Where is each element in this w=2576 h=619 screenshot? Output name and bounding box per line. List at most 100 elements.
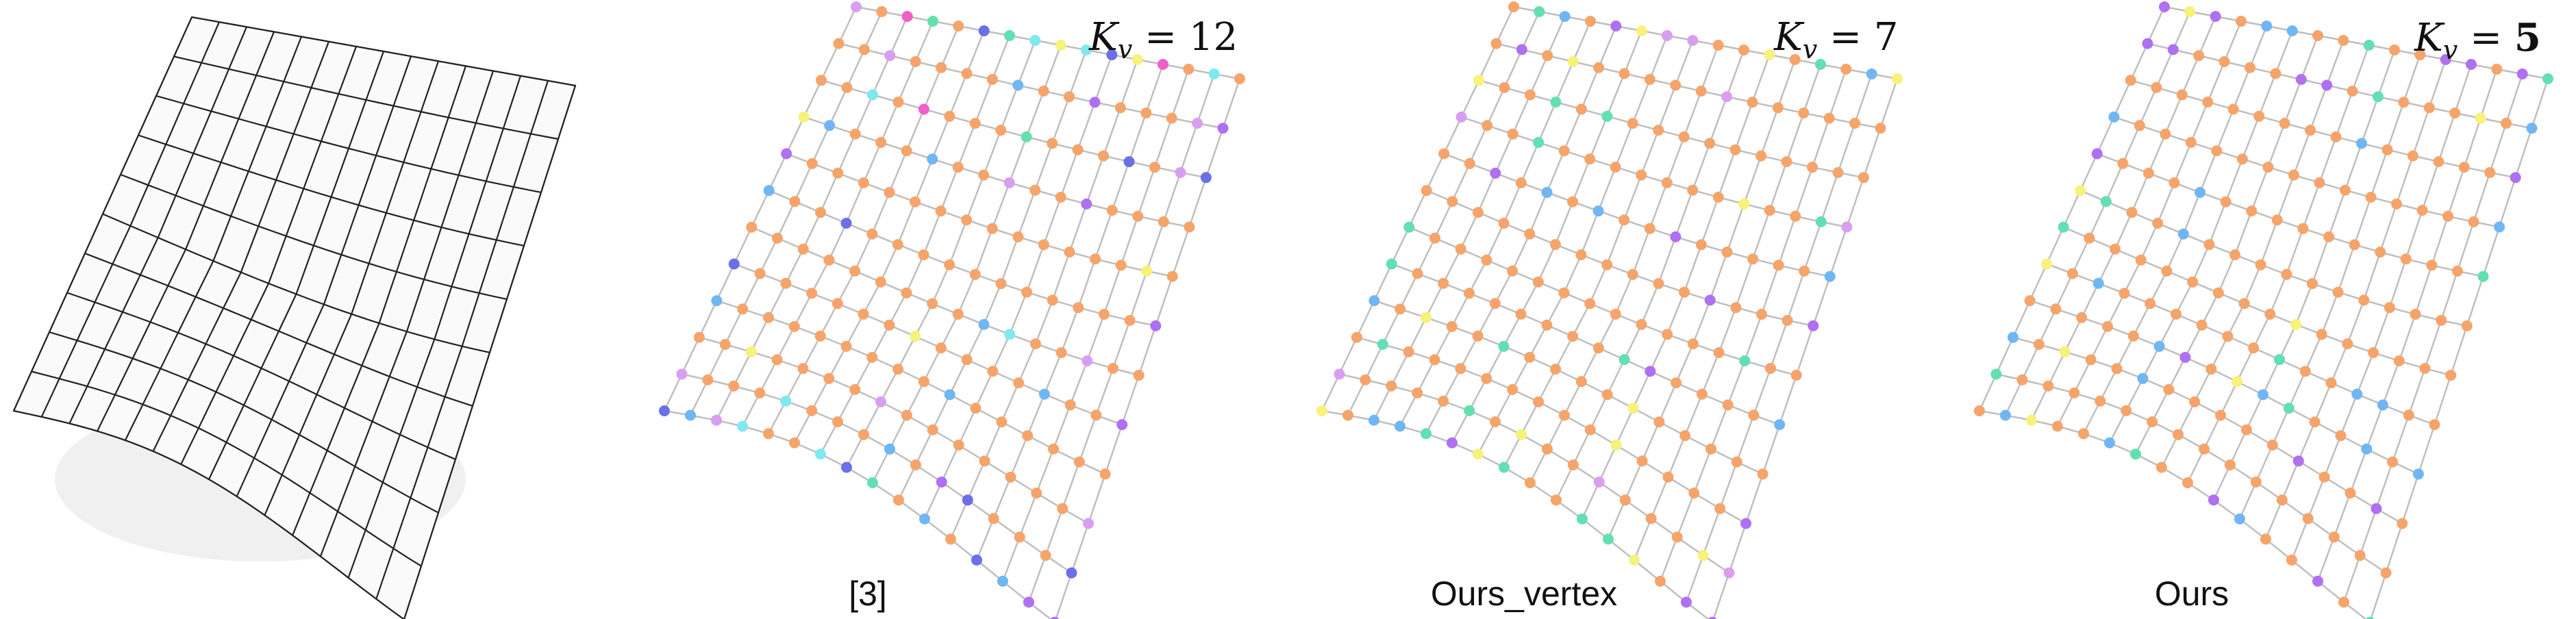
- graph-edge: [2316, 537, 2335, 582]
- graph-edge: [1684, 394, 1703, 436]
- graph-edge: [2456, 221, 2475, 272]
- graph-edge: [2531, 78, 2549, 129]
- graph-edge: [2192, 244, 2210, 283]
- graph-edge: [914, 21, 934, 62]
- graph-edge: [1077, 101, 1096, 151]
- graph-node: [2234, 513, 2245, 525]
- graph-edge: [2344, 143, 2363, 191]
- graph-edge: [1632, 370, 1651, 409]
- graph-edge: [992, 477, 1012, 519]
- graph-node: [1688, 488, 1700, 499]
- graph-node: [1004, 30, 1015, 41]
- graph-node: [1636, 318, 1647, 330]
- graph-node: [2440, 54, 2451, 65]
- graph-edge: [707, 344, 726, 381]
- graph-node: [1175, 167, 1186, 178]
- graph-edge: [2360, 96, 2379, 144]
- graph-edge: [2255, 444, 2274, 483]
- graph-edge: [742, 273, 761, 310]
- graph-node: [676, 368, 688, 380]
- graph-edge: [2291, 559, 2318, 582]
- graph-edge: [2212, 464, 2231, 501]
- graph-edge: [862, 142, 882, 184]
- graph-edge: [1606, 359, 1625, 395]
- graph-node: [1748, 409, 1760, 421]
- graph-edge: [1373, 386, 1392, 421]
- graph-edge: [1027, 555, 1047, 603]
- graph-node: [2433, 156, 2444, 168]
- graph-edge: [811, 378, 830, 412]
- graph-node: [1114, 102, 1126, 114]
- graph-edge: [1069, 360, 1088, 405]
- graph-node: [2238, 298, 2250, 310]
- graph-edge: [1589, 394, 1608, 431]
- graph-node: [2426, 260, 2438, 271]
- graph-node: [1403, 346, 1414, 357]
- graph-edge: [1683, 90, 1702, 138]
- graph-node: [1738, 45, 1749, 55]
- graph-edge: [897, 201, 916, 245]
- graph-edge: [1060, 149, 1079, 198]
- graph-edge: [1735, 258, 1754, 308]
- graph-edge: [1460, 336, 1479, 369]
- graph-edge: [1434, 201, 1453, 239]
- graph-edge: [1477, 421, 1497, 455]
- graph-node: [1106, 49, 1118, 60]
- graph-node: [2241, 424, 2252, 435]
- graph-node: [2250, 477, 2262, 488]
- graph-edge: [888, 150, 908, 193]
- graph-edge: [2278, 324, 2297, 360]
- graph-node: [1655, 575, 1666, 587]
- graph-edge: [2004, 379, 2023, 416]
- graph-node: [1386, 380, 1397, 392]
- graph-node: [806, 288, 818, 299]
- graph-node: [2274, 354, 2285, 366]
- graph-edge: [2385, 523, 2403, 574]
- graph-edge: [1486, 87, 1505, 126]
- graph-node: [2340, 184, 2351, 196]
- graph-edge: [1762, 424, 1781, 475]
- graph-edge: [2236, 347, 2255, 382]
- graph-node: [2092, 277, 2104, 289]
- graph-edge: [1520, 281, 1539, 315]
- graph-node: [2076, 312, 2088, 323]
- graph-node: [979, 455, 990, 467]
- graph-edge: [1666, 136, 1685, 184]
- graph-edge: [1520, 142, 1540, 184]
- graph-node: [927, 424, 938, 435]
- graph-node: [866, 351, 878, 363]
- graph-edge: [1468, 260, 1488, 294]
- graph-node: [2078, 428, 2089, 440]
- graph-node: [1559, 11, 1571, 22]
- graph-edge: [819, 421, 839, 455]
- graph-edge: [811, 125, 831, 164]
- graph-edge: [1580, 67, 1600, 110]
- graph-edge: [1425, 283, 1445, 318]
- graph-node: [737, 303, 749, 315]
- graph-edge: [2056, 392, 2075, 427]
- graph-node: [2328, 531, 2340, 543]
- graph-edge: [2182, 192, 2201, 235]
- graph-node: [1489, 298, 1501, 310]
- graph-edge: [819, 303, 838, 337]
- graph-edge: [2175, 281, 2194, 315]
- graph-edge: [2147, 134, 2166, 174]
- graph-edge: [2265, 538, 2292, 561]
- graph-edge: [1442, 368, 1462, 402]
- graph-node: [2199, 443, 2210, 455]
- graph-node: [1585, 16, 1596, 27]
- graph-edge: [2241, 116, 2260, 160]
- graph-edge: [1503, 182, 1523, 224]
- graph-node: [1636, 455, 1648, 467]
- graph-node: [1603, 533, 1614, 545]
- graph-node: [832, 416, 844, 427]
- graph-edge: [2304, 333, 2323, 372]
- graph-edge: [776, 326, 795, 360]
- graph-node: [919, 513, 930, 525]
- graph-node: [2377, 399, 2388, 411]
- graph-node: [1781, 314, 1793, 326]
- graph-ref3: [659, 1, 1245, 619]
- graph-node: [884, 319, 895, 331]
- graph-edge: [905, 381, 925, 416]
- graph-edge: [1025, 244, 1045, 293]
